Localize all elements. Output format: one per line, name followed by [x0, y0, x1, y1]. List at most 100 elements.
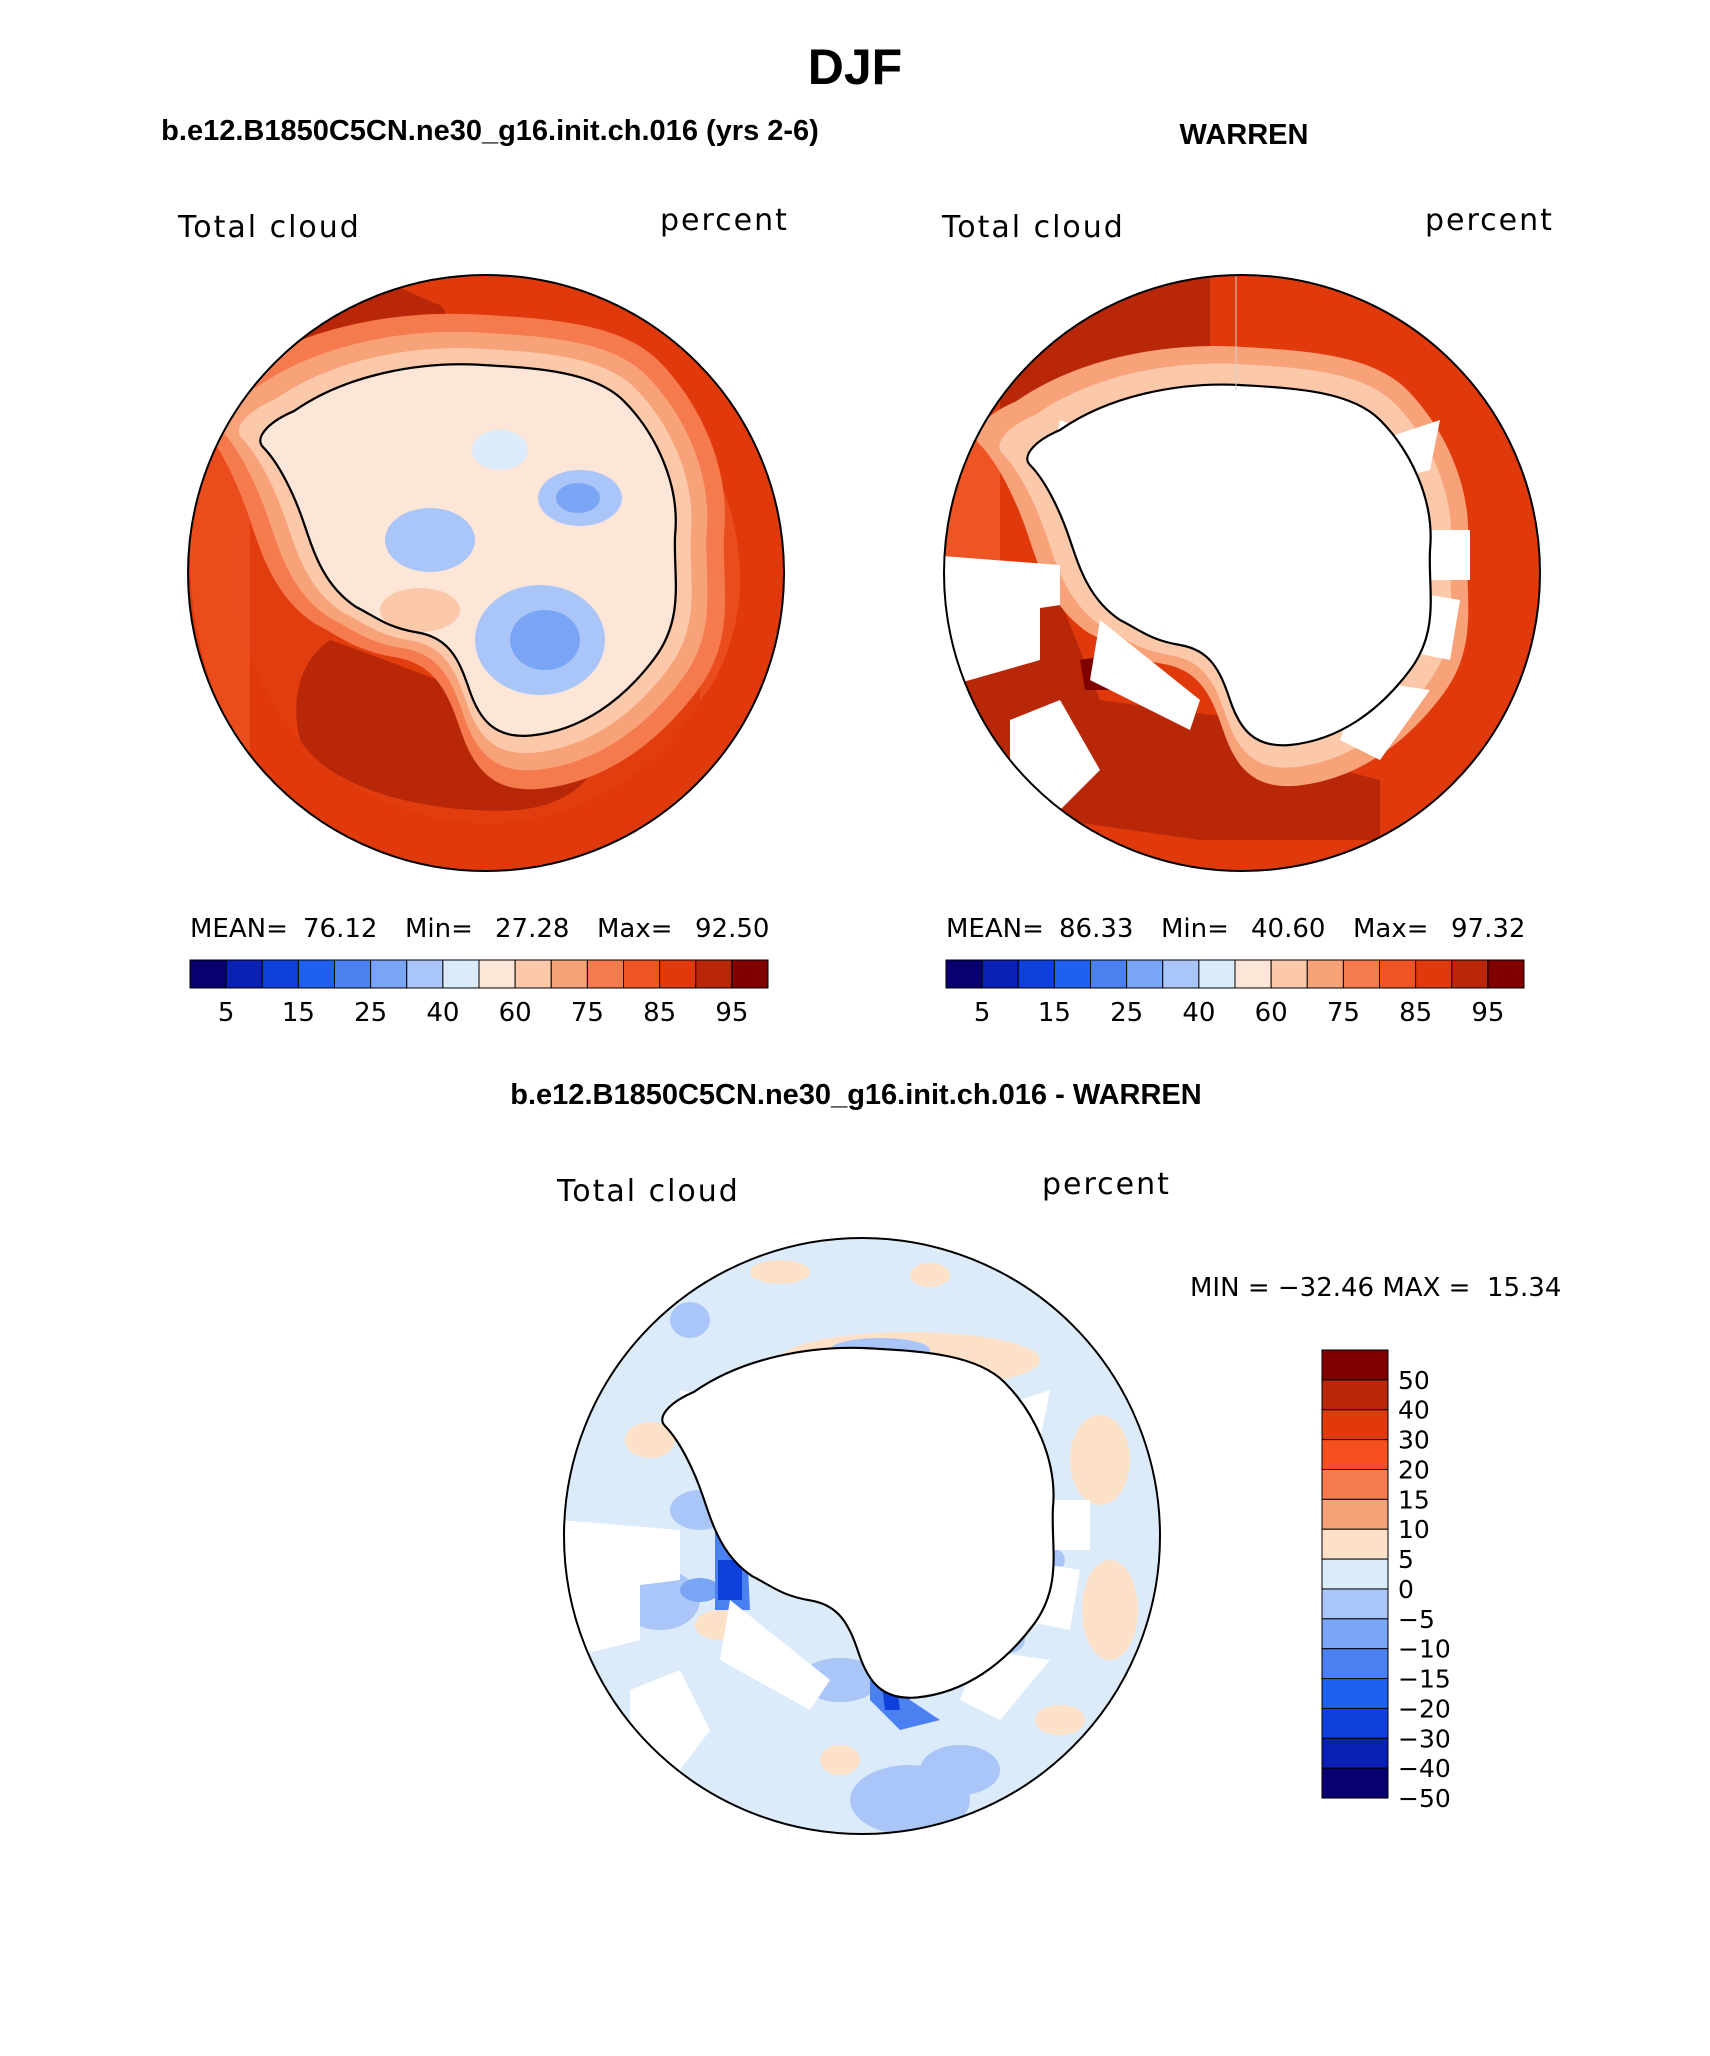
colorbar-swatch	[1321, 1528, 1389, 1560]
panel-diff-map	[564, 1238, 1160, 1834]
colorbar-tick-label: 40	[426, 998, 459, 1028]
colorbar-swatch	[1415, 959, 1453, 989]
colorbar-tick-label: 60	[1255, 998, 1288, 1028]
panel-obs-colorbar: 5 15 25 40 60 75 85 95	[945, 959, 1525, 1028]
colorbar-swatch	[550, 959, 588, 989]
panel-obs-max-value: 97.32	[1451, 914, 1525, 944]
colorbar-swatch	[297, 959, 335, 989]
colorbar-swatch	[981, 959, 1019, 989]
colorbar-tick-label: −20	[1398, 1694, 1451, 1723]
colorbar-swatch	[731, 959, 769, 989]
colorbar-tick-label: 15	[1038, 998, 1071, 1028]
panel-model-map-border	[187, 274, 785, 872]
colorbar-tick-label: 50	[1398, 1366, 1430, 1395]
colorbar-tick-label: 5	[1398, 1545, 1414, 1574]
panel-model-variable-label: Total cloud	[177, 210, 361, 245]
colorbar-swatch	[406, 959, 444, 989]
colorbar-swatch	[1321, 1737, 1389, 1769]
panel-diff-variable-label: Total cloud	[556, 1174, 740, 1209]
colorbar-swatch	[1162, 959, 1200, 989]
panel-obs-min-value: 40.60	[1251, 914, 1325, 944]
colorbar-swatch	[1321, 1648, 1389, 1680]
colorbar-tick-label: 5	[218, 998, 235, 1028]
colorbar-swatch	[1321, 1558, 1389, 1590]
panel-model-min-value: 27.28	[495, 914, 569, 944]
colorbar-swatch	[261, 959, 299, 989]
colorbar-swatch	[1379, 959, 1417, 989]
colorbar-swatch	[1321, 1767, 1389, 1799]
colorbar-tick-label: −50	[1398, 1784, 1451, 1813]
colorbar-swatch	[695, 959, 733, 989]
panel-obs-mean-value: 86.33	[1059, 914, 1133, 944]
panel-obs-map-border	[943, 274, 1541, 872]
colorbar-swatch	[1321, 1618, 1389, 1650]
panel-model-max-label: Max=	[597, 914, 673, 944]
colorbar-tick-label: 20	[1398, 1455, 1430, 1484]
panel-obs: WARREN Total cloud percent	[941, 119, 1554, 1028]
colorbar-swatch	[1321, 1379, 1389, 1411]
panel-obs-max-label: Max=	[1353, 914, 1429, 944]
panel-obs-mean-label: MEAN=	[946, 914, 1044, 944]
page-title: DJF	[808, 39, 902, 95]
colorbar-swatch	[225, 959, 263, 989]
colorbar-swatch	[514, 959, 552, 989]
panel-diff-title: b.e12.B1850C5CN.ne30_g16.init.ch.016 - W…	[510, 1079, 1201, 1111]
colorbar-tick-label: 15	[1398, 1485, 1430, 1514]
panel-obs-map	[944, 275, 1540, 871]
panel-obs-variable-label: Total cloud	[941, 210, 1125, 245]
colorbar-tick-label: 40	[1182, 998, 1215, 1028]
colorbar-tick-label: −15	[1398, 1665, 1451, 1694]
panel-model-units-label: percent	[660, 203, 789, 238]
colorbar-swatch	[1321, 1588, 1389, 1620]
panel-model-mean-value: 76.12	[303, 914, 377, 944]
panel-model-max-value: 92.50	[695, 914, 769, 944]
colorbar-swatch	[370, 959, 408, 989]
colorbar-tick-label: 85	[1399, 998, 1432, 1028]
colorbar-tick-label: 25	[354, 998, 387, 1028]
colorbar-swatch	[1306, 959, 1344, 989]
colorbar-swatch	[1321, 1439, 1389, 1470]
colorbar-swatch	[945, 959, 983, 989]
panel-obs-min-label: Min=	[1161, 914, 1229, 944]
colorbar-tick-label: 60	[499, 998, 532, 1028]
colorbar-swatch	[1126, 959, 1164, 989]
colorbar-swatch	[334, 959, 372, 989]
colorbar-swatch	[1321, 1678, 1389, 1709]
panel-diff-map-border	[563, 1237, 1161, 1835]
colorbar-swatch	[1090, 959, 1128, 989]
colorbar-swatch	[442, 959, 480, 989]
colorbar-swatch	[586, 959, 624, 989]
colorbar-tick-label: 15	[282, 998, 315, 1028]
panel-model-title: b.e12.B1850C5CN.ne30_g16.init.ch.016 (yr…	[161, 115, 819, 147]
colorbar-swatch	[1342, 959, 1380, 989]
colorbar-swatch	[1487, 959, 1525, 989]
colorbar-tick-label: −30	[1398, 1724, 1451, 1753]
colorbar-tick-label: 75	[571, 998, 604, 1028]
colorbar-tick-label: −10	[1398, 1635, 1451, 1664]
colorbar-tick-label: 40	[1398, 1396, 1430, 1425]
panel-model-min-label: Min=	[405, 914, 473, 944]
colorbar-swatch	[1321, 1707, 1389, 1739]
colorbar-swatch	[478, 959, 516, 989]
panel-model-map	[188, 275, 784, 871]
colorbar-tick-label: 95	[1471, 998, 1504, 1028]
colorbar-swatch	[1234, 959, 1272, 989]
panel-diff-units-label: percent	[1042, 1167, 1171, 1202]
colorbar-tick-label: 75	[1327, 998, 1360, 1028]
panel-obs-title: WARREN	[1180, 119, 1309, 151]
colorbar-swatch	[1053, 959, 1091, 989]
colorbar-tick-label: −5	[1398, 1605, 1435, 1634]
colorbar-tick-label: 95	[715, 998, 748, 1028]
panel-obs-units-label: percent	[1425, 203, 1554, 238]
colorbar-swatch	[1451, 959, 1489, 989]
colorbar-swatch	[1270, 959, 1308, 989]
panel-model-colorbar: 5 15 25 40 60 75 85 95	[189, 959, 769, 1028]
colorbar-tick-label: 85	[643, 998, 676, 1028]
colorbar-swatch	[1321, 1468, 1389, 1500]
panel-diff-minmax: MIN = −32.46 MAX = 15.34	[1190, 1273, 1561, 1303]
panel-model: b.e12.B1850C5CN.ne30_g16.init.ch.016 (yr…	[161, 115, 819, 1028]
colorbar-swatch	[623, 959, 661, 989]
panel-diff: b.e12.B1850C5CN.ne30_g16.init.ch.016 - W…	[510, 1079, 1561, 1835]
colorbar-swatch	[1321, 1498, 1389, 1530]
